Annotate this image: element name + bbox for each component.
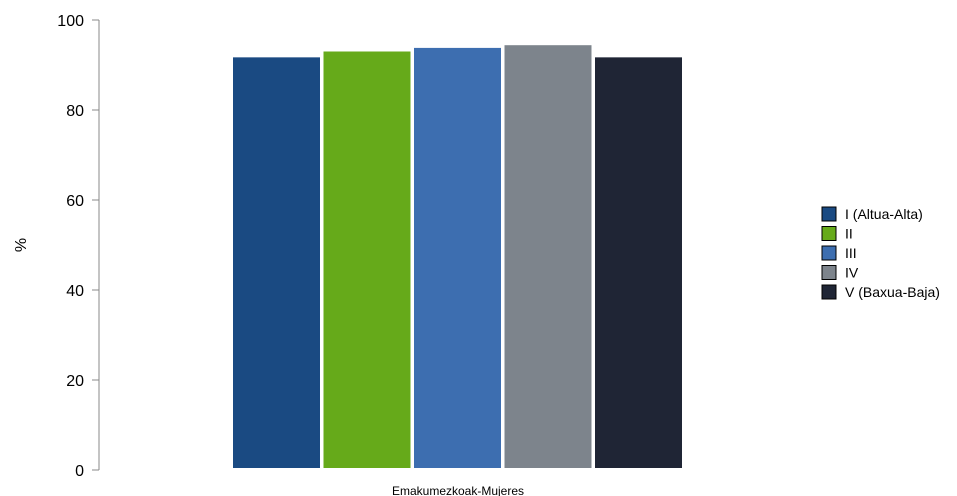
y-tick-label: 100 [57, 13, 84, 30]
x-category-label: Emakumezkoak-Mujeres [392, 484, 524, 496]
legend-swatch-2 [821, 226, 837, 241]
legend-label-2: II [845, 226, 853, 242]
legend-swatch-5 [821, 284, 837, 300]
bar-5 [595, 57, 682, 468]
legend-swatch-4 [821, 265, 837, 280]
bar-2 [323, 51, 411, 468]
bar-3 [414, 47, 501, 469]
legend-swatch-1 [821, 206, 837, 222]
y-tick-label: 40 [66, 283, 84, 300]
bar-1 [233, 57, 320, 468]
legend-label-1: I (Altua-Alta) [845, 206, 923, 222]
legend-label-3: III [845, 245, 857, 261]
legend-swatch-3 [821, 245, 837, 261]
legend-label-5: V (Baxua-Baja) [845, 284, 940, 300]
y-tick-label: 80 [66, 103, 84, 120]
legend-label-4: IV [845, 265, 859, 281]
y-tick-label: 20 [66, 373, 84, 390]
y-axis-ticks: 0 20 40 60 80 100 [57, 13, 99, 480]
y-tick-label: 0 [75, 463, 84, 480]
y-tick-label: 60 [66, 193, 84, 210]
bars [233, 45, 682, 469]
y-axis-label: % [13, 238, 30, 252]
bar-4 [504, 45, 592, 468]
